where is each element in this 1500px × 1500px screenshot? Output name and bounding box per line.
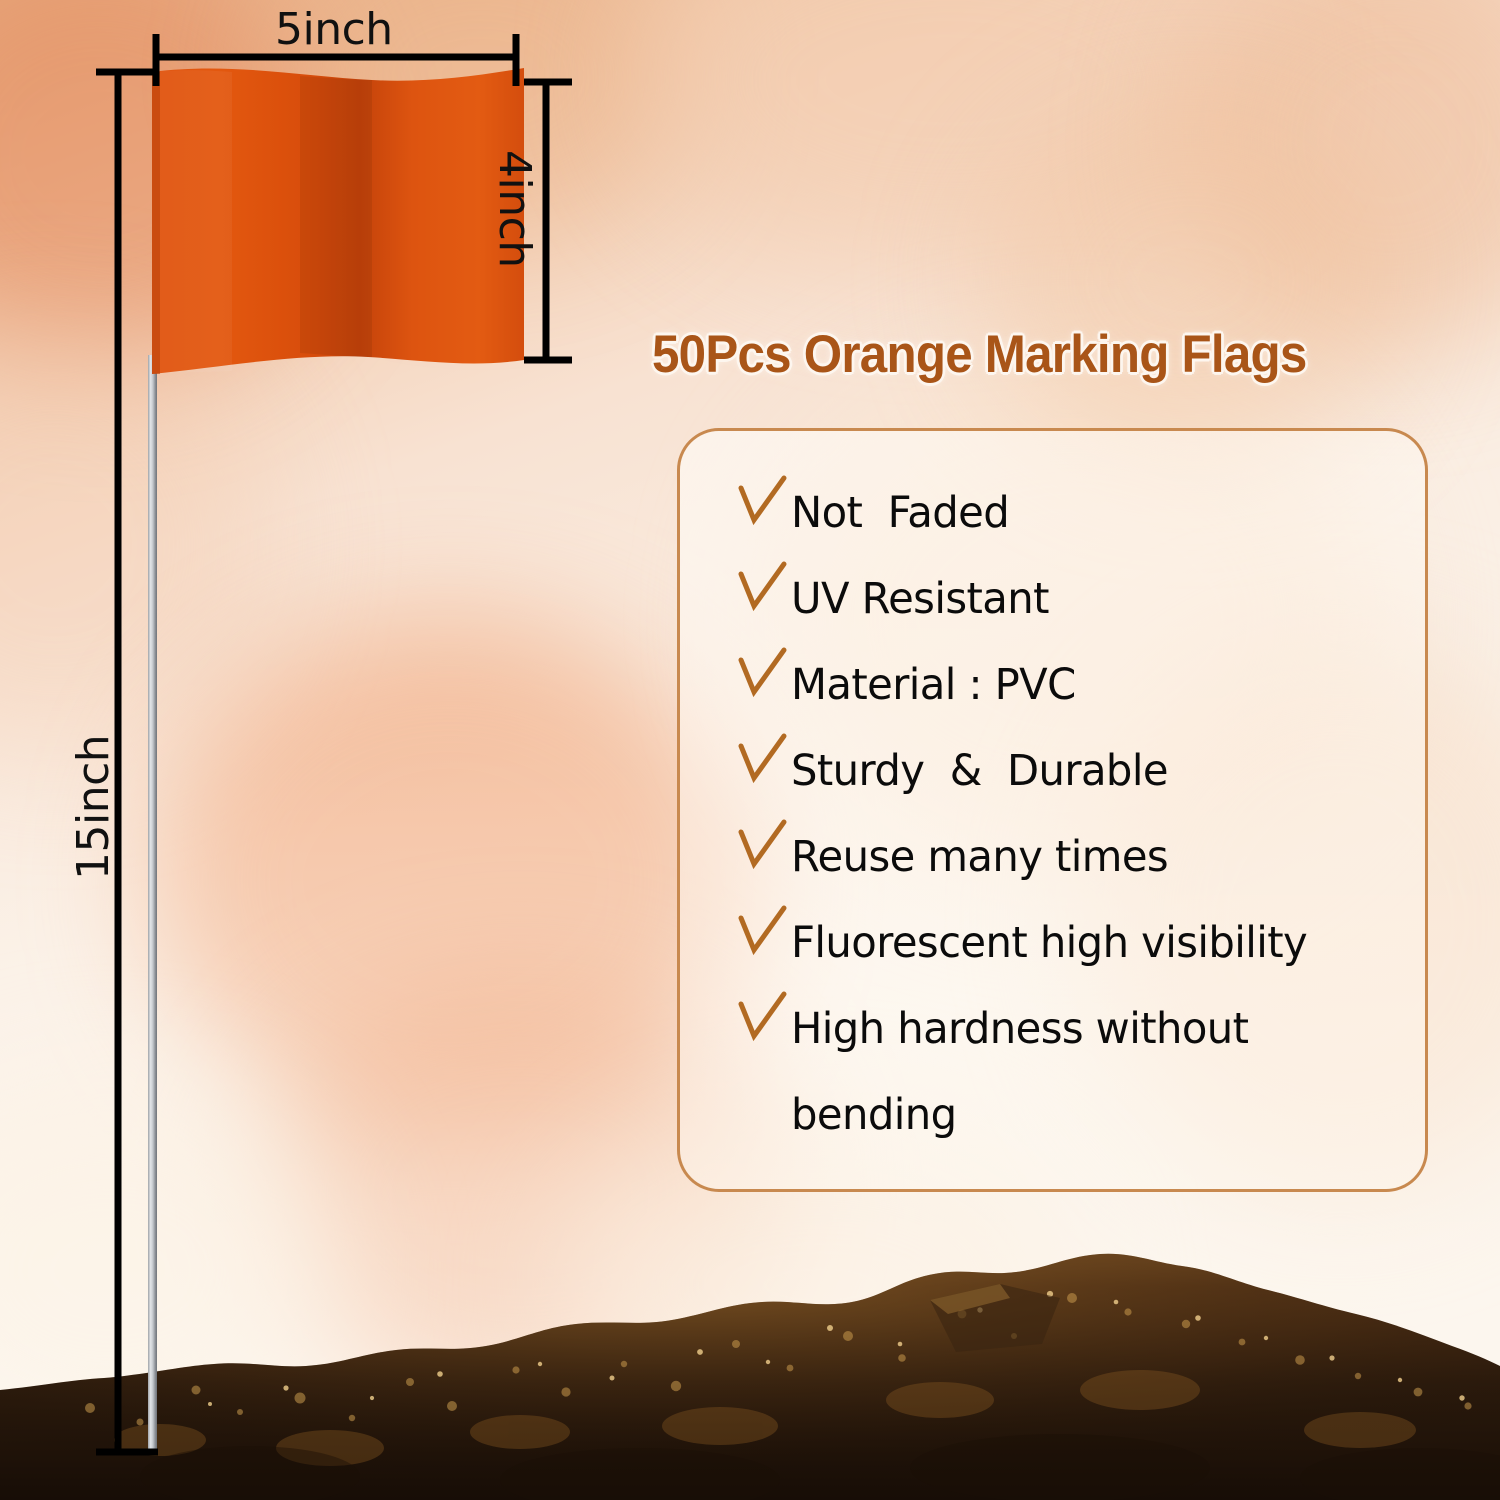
check-mark-icon	[738, 733, 787, 784]
list-item: Fluorescent high visibility	[735, 900, 1435, 986]
list-item: Reuse many times	[735, 814, 1435, 900]
features-panel	[677, 428, 1428, 1192]
check-mark-icon	[738, 475, 787, 526]
feature-label: Not Faded	[791, 488, 1010, 538]
feature-label: Sturdy & Durable	[791, 746, 1169, 796]
list-item: High hardness without bending	[735, 986, 1435, 1158]
list-item: UV Resistant	[735, 556, 1435, 642]
list-item: Material : PVC	[735, 642, 1435, 728]
list-item: Not Faded	[735, 470, 1435, 556]
list-item: Sturdy & Durable	[735, 728, 1435, 814]
feature-label: High hardness without bending	[791, 1004, 1249, 1140]
dimension-label-width: 5inch	[275, 4, 393, 55]
dimension-label-height: 4inch	[489, 150, 540, 268]
width-dimension-line	[152, 34, 520, 86]
height-dimension-line	[524, 78, 572, 364]
soil-mound	[0, 1253, 1500, 1500]
check-mark-icon	[738, 561, 787, 612]
features-list: Not Faded UV Resistant Material : PVC St…	[735, 470, 1435, 1158]
check-mark-icon	[738, 991, 787, 1042]
flag-pole	[148, 355, 157, 1450]
marking-flag-product	[96, 34, 572, 1456]
flag-cloth	[152, 68, 524, 374]
dimension-label-length: 15inch	[68, 734, 119, 880]
check-mark-icon	[738, 905, 787, 956]
feature-label: Fluorescent high visibility	[791, 918, 1308, 968]
check-mark-icon	[738, 819, 787, 870]
feature-label: UV Resistant	[791, 574, 1049, 624]
page-title: 50Pcs Orange Marking Flags	[652, 325, 1307, 384]
check-mark-icon	[738, 647, 787, 698]
feature-label: Reuse many times	[791, 832, 1169, 882]
feature-label: Material : PVC	[791, 660, 1076, 710]
length-dimension-line	[96, 68, 158, 1456]
